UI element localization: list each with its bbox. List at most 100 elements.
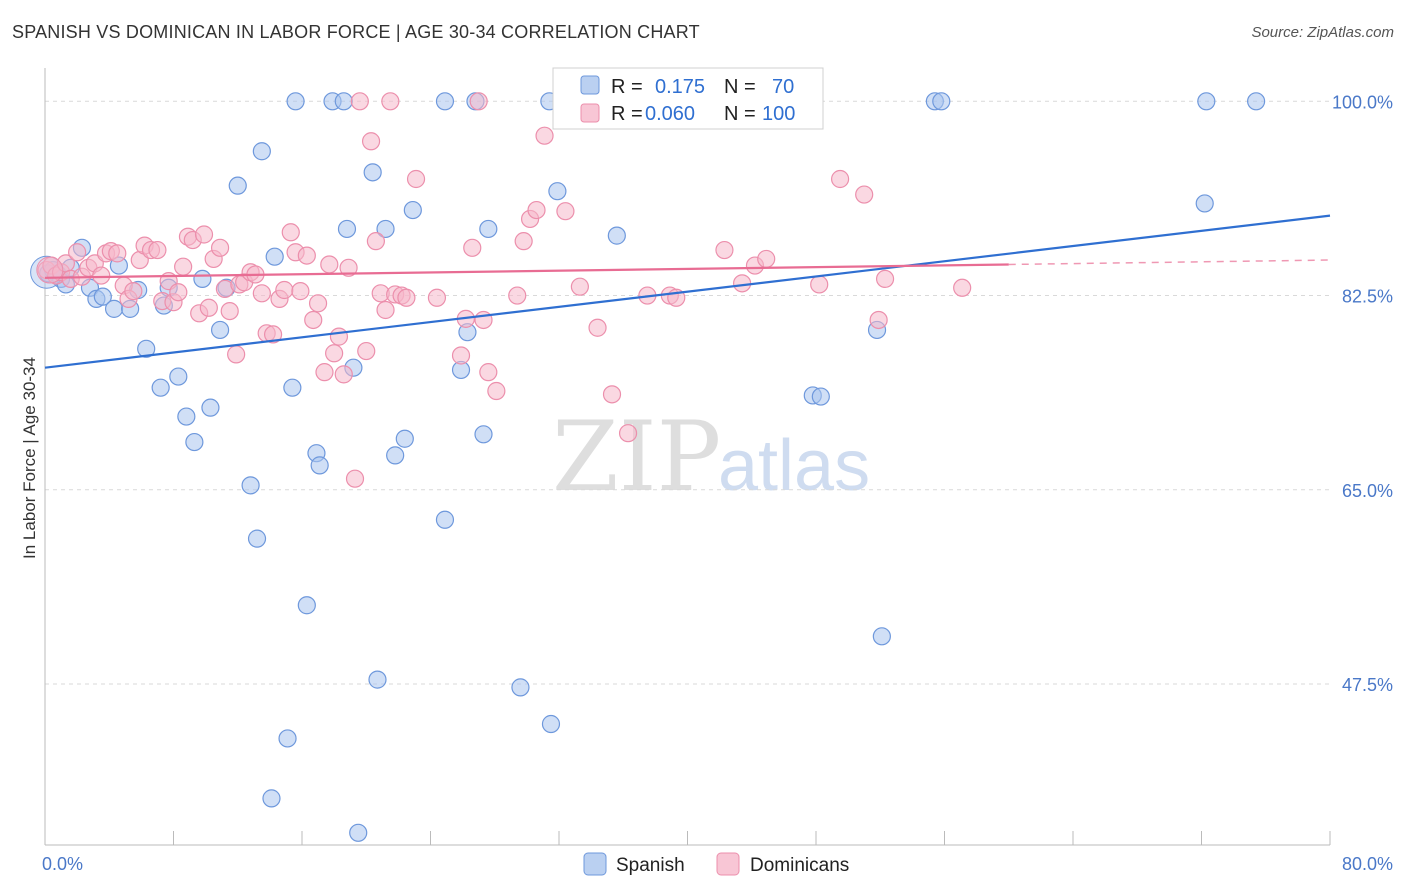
spanish-point-67 [1195, 194, 1214, 213]
dominican-point-80 [527, 200, 546, 220]
spanish-point-41 [349, 823, 368, 842]
spanish-point-43 [368, 670, 387, 689]
dominican-point-53 [325, 344, 344, 363]
spanish-point-23 [210, 320, 230, 340]
dominican-point-77 [508, 286, 527, 305]
watermark-zip: ZIP [552, 401, 721, 513]
spanish-point-22 [201, 398, 220, 417]
dominican-point-42 [263, 325, 283, 344]
dominican-point-40 [252, 284, 271, 303]
dominican-point-72 [463, 238, 482, 257]
dominican-cluster-point [36, 256, 64, 284]
dominican-point-34 [220, 301, 239, 321]
spanish-point-38 [334, 92, 353, 111]
dominican-point-85 [602, 385, 622, 404]
spanish-point-54 [479, 219, 498, 239]
dominican-point-6 [68, 243, 87, 262]
spanish-point-47 [403, 200, 422, 220]
dominican-point-20 [148, 240, 167, 260]
dominican-point-57 [345, 469, 365, 488]
dominican-point-95 [830, 169, 850, 189]
y-tick-label-2: 65.0% [1342, 481, 1393, 501]
dominican-point-54 [329, 327, 349, 346]
trend-lines [44, 214, 1331, 369]
dominican-point-59 [357, 341, 376, 361]
dominican-point-98 [875, 269, 895, 288]
axes [44, 68, 1331, 846]
dominican-point-16 [124, 282, 143, 301]
spanish-point-9 [93, 287, 112, 306]
dominican-point-76 [487, 381, 506, 401]
spanish-point-20 [185, 432, 204, 452]
spanish-point-42 [363, 163, 382, 182]
dominican-point-35 [227, 345, 246, 364]
dominican-point-55 [334, 365, 353, 384]
spanish-trend-line [44, 214, 1331, 369]
spanish-point-34 [297, 596, 316, 615]
spanish-point-27 [247, 529, 267, 548]
spanish-point-46 [395, 429, 414, 448]
dominican-trend-line [44, 263, 1009, 279]
legend-swatch-dominican [580, 103, 600, 123]
dominican-point-97 [869, 310, 888, 330]
spanish-point-49 [435, 510, 455, 529]
spanish-point-32 [283, 378, 302, 397]
dominican-point-50 [308, 294, 328, 313]
dominican-point-84 [588, 318, 607, 337]
dominican-point-10 [92, 266, 111, 285]
spanish-point-56 [541, 714, 561, 734]
watermark-atlas: atlas [718, 426, 870, 506]
series-legend: Spanish Dominicans [583, 852, 849, 876]
series-legend-swatch-dominican [716, 852, 740, 876]
dominican-point-52 [320, 255, 339, 274]
dominican-point-30 [199, 298, 218, 317]
dominican-point-32 [210, 238, 230, 257]
dominican-point-94 [810, 275, 829, 294]
spanish-point-68 [1197, 92, 1216, 111]
spanish-point-44 [376, 219, 395, 239]
dominican-point-75 [479, 363, 498, 382]
spanish-point-39 [337, 219, 357, 239]
spanish-point-62 [811, 387, 830, 406]
spanish-point-21 [193, 269, 212, 288]
chart-title: SPANISH VS DOMINICAN IN LABOR FORCE | AG… [12, 22, 700, 42]
legend-r-label-spanish: R = [611, 76, 643, 98]
spanish-point-15 [151, 378, 170, 397]
dominican-point-25 [174, 257, 193, 276]
dominican-point-81 [535, 126, 554, 145]
spanish-point-26 [241, 476, 260, 495]
spanish-point-31 [278, 729, 297, 748]
legend-swatch-spanish [580, 75, 600, 95]
spanish-point-25 [228, 176, 247, 195]
dominican-point-49 [304, 310, 323, 330]
dominican-point-96 [855, 185, 874, 204]
spanish-point-45 [386, 446, 405, 465]
series-legend-dominican: Dominicans [750, 855, 849, 876]
legend-n-label-dominican: N = [724, 103, 756, 125]
dominican-point-24 [169, 283, 188, 302]
spanish-point-18 [169, 367, 188, 386]
spanish-point-55 [511, 678, 530, 697]
spanish-point-53 [474, 425, 493, 444]
dominican-point-68 [406, 169, 426, 189]
dominican-point-45 [281, 223, 300, 242]
dominican-point-13 [108, 244, 127, 263]
spanish-point-64 [872, 627, 891, 646]
series-legend-swatch-spanish [583, 852, 607, 876]
spanish-point-19 [177, 407, 196, 426]
dominican-point-47 [291, 282, 310, 301]
legend-n-label-spanish: N = [724, 76, 756, 98]
dominican-point-60 [361, 132, 381, 151]
chart-source: Source: ZipAtlas.com [1251, 24, 1394, 41]
spanish-point-28 [252, 142, 271, 161]
spanish-point-14 [137, 339, 156, 358]
dominican-point-58 [350, 92, 369, 111]
spanish-point-48 [435, 92, 455, 111]
spanish-point-29 [262, 789, 281, 808]
spanish-point-69 [1247, 92, 1266, 111]
spanish-point-59 [607, 226, 626, 245]
dominican-point-67 [397, 288, 416, 307]
spanish-point-66 [932, 92, 951, 111]
legend-r-value-dominican: 0.060 [645, 103, 695, 125]
